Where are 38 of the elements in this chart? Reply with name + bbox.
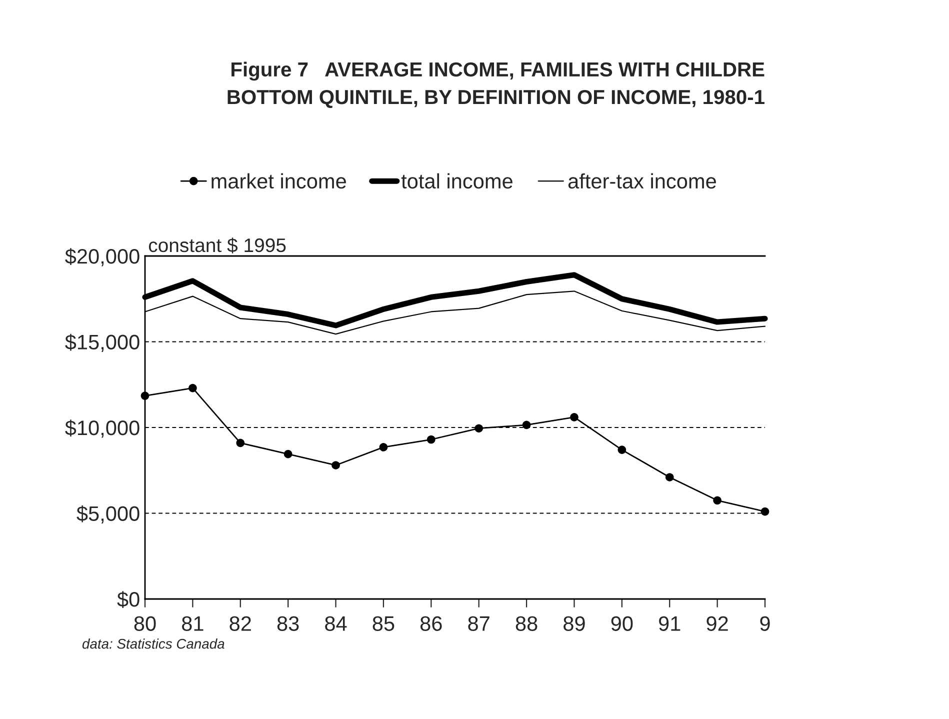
y-axis-title: constant $ 1995: [148, 238, 286, 254]
x-tick-label: 92: [706, 616, 728, 631]
y-tick-label: $20,000: [65, 248, 140, 266]
legend-label: market income: [212, 173, 346, 189]
point: [379, 443, 388, 452]
x-tick-label: 90: [611, 616, 633, 631]
point: [236, 438, 245, 448]
point: [618, 446, 626, 454]
y-tick-label: $5,000: [76, 505, 140, 524]
point: [570, 413, 578, 422]
x-tick-label: 9: [760, 616, 770, 631]
point: [665, 473, 674, 482]
y-tick-label: $15,000: [65, 334, 140, 352]
text: data: Statistics Canada: [82, 638, 224, 649]
y-tick-label: $10,000: [65, 420, 140, 438]
point: [760, 507, 770, 516]
x-tick-label: 91: [659, 616, 680, 631]
chart-title: Figure 7 AVERAGE INCOME, FAMILIES WITH CHILDRE BOTTOM QUINTILE, BY DEFINITION OF INCOME, 1980-1: [228, 62, 764, 108]
legend-label: after-tax income: [568, 173, 716, 189]
point: [522, 420, 531, 430]
x-tick-label: 89: [564, 616, 585, 631]
point: [426, 435, 436, 444]
point: [713, 496, 722, 505]
x-tick-label: 87: [468, 616, 490, 631]
x-tick-label: 86: [420, 616, 442, 631]
x-tick-label: 82: [230, 616, 251, 631]
x-tick-label: 84: [325, 616, 347, 631]
y-tick-label: $0: [117, 591, 140, 608]
x-tick-label: 83: [277, 616, 299, 631]
x-tick-label: 80: [134, 616, 156, 631]
x-tick-label: 88: [516, 616, 538, 631]
x-tick-label: 81: [182, 616, 204, 631]
point: [188, 384, 197, 392]
point: [284, 450, 292, 458]
x-tick-label: 85: [372, 616, 394, 631]
point: [332, 461, 340, 470]
legend-label: total income: [401, 173, 512, 189]
point: [474, 424, 484, 433]
